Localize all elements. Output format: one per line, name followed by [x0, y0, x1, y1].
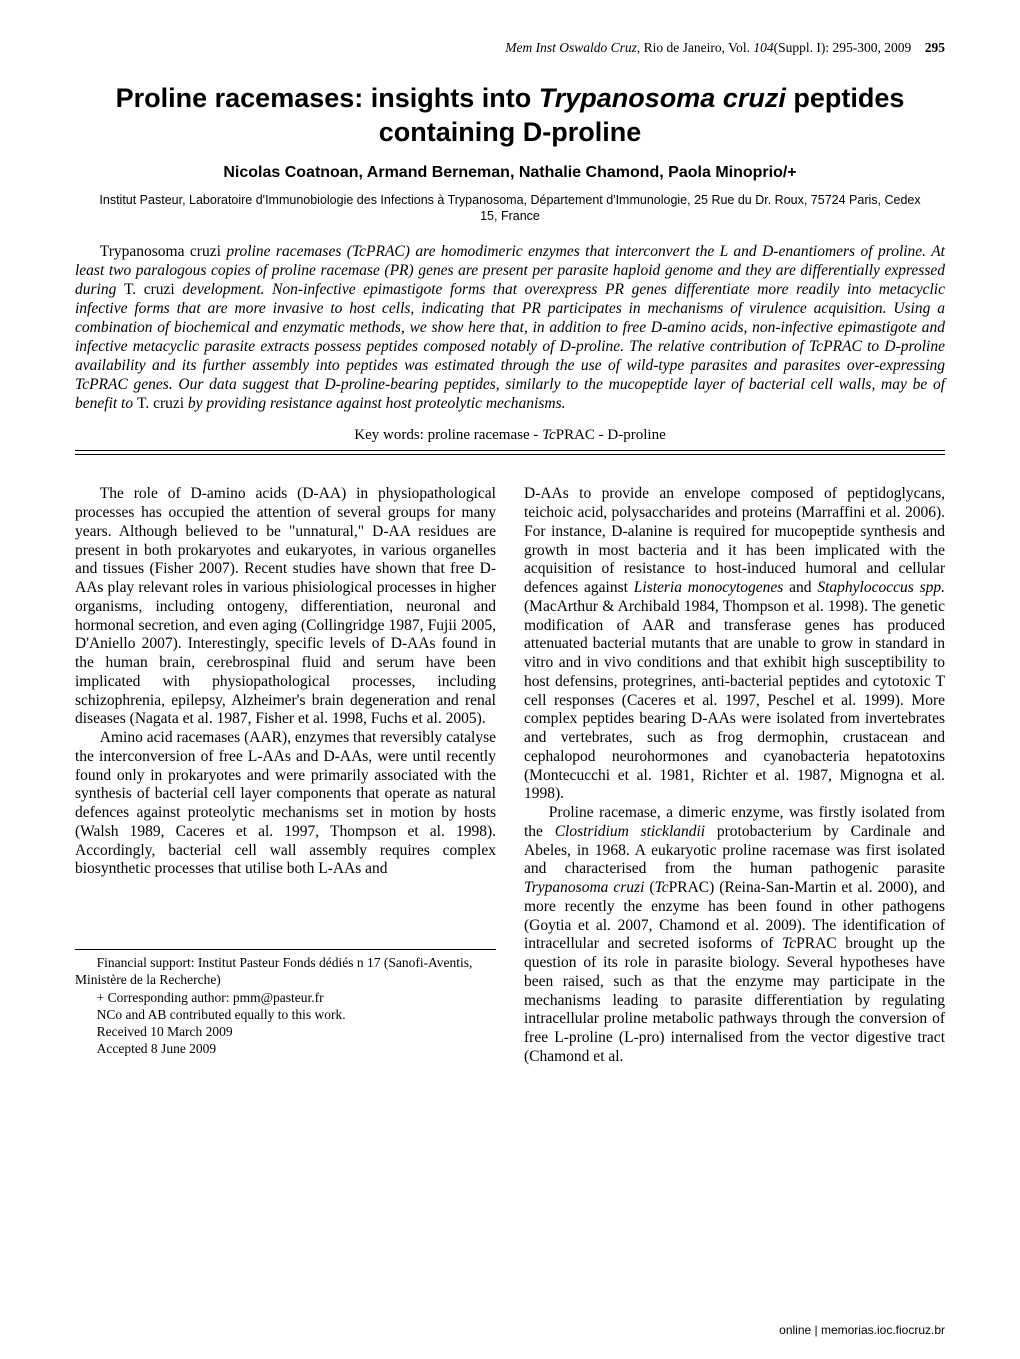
divider [75, 454, 945, 455]
p3c: and [783, 579, 817, 596]
footnote: Financial support: Institut Pasteur Fond… [75, 954, 496, 989]
body-paragraph: The role of D-amino acids (D-AA) in phys… [75, 485, 496, 729]
abstract-species1: Trypanosoma cruzi [100, 243, 227, 260]
p3e: (MacArthur & Archibald 1984, Thompson et… [524, 598, 945, 803]
divider [75, 450, 945, 451]
title-pre: Proline racemases: insights into [116, 83, 539, 113]
body-paragraph: Proline racemase, a dimeric enzyme, was … [524, 804, 945, 1067]
abstract-body3: by providing resistance against host pro… [188, 395, 566, 412]
journal-city: , Rio de Janeiro, Vol. [637, 40, 754, 55]
title-post: peptides [786, 83, 905, 113]
footnote-rule [75, 949, 496, 950]
footnote: Accepted 8 June 2009 [75, 1040, 496, 1057]
body-paragraph: D-AAs to provide an envelope composed of… [524, 485, 945, 804]
keywords-pre: Key words: proline racemase - [354, 427, 542, 443]
keywords-post: PRAC - D-proline [556, 427, 666, 443]
abstract-body2: development. Non-infective epimastigote … [75, 281, 945, 411]
p3b: Listeria monocytogenes [634, 579, 784, 596]
footer-link: online | memorias.ioc.fiocruz.br [779, 1323, 945, 1337]
abstract-species3: T. cruzi [137, 395, 188, 412]
keywords: Key words: proline racemase - TcPRAC - D… [75, 427, 945, 444]
authors: Nicolas Coatnoan, Armand Berneman, Natha… [75, 164, 945, 182]
p4e: ( [644, 879, 654, 896]
p4b: Clostridium sticklandii [555, 823, 705, 840]
p3d: Staphylococcus spp. [817, 579, 945, 596]
p4h: Tc [782, 935, 796, 952]
footnote: NCo and AB contributed equally to this w… [75, 1006, 496, 1023]
journal-title: Mem Inst Oswaldo Cruz [505, 40, 637, 55]
title-species: Trypanosoma cruzi [539, 83, 786, 113]
article-title: Proline racemases: insights into Trypano… [75, 82, 945, 150]
abstract: Trypanosoma cruzi proline racemases (TcP… [75, 243, 945, 413]
running-head: Mem Inst Oswaldo Cruz, Rio de Janeiro, V… [75, 40, 945, 56]
journal-issue: (Suppl. I): 295-300, 2009 [774, 40, 912, 55]
body-paragraph: Amino acid racemases (AAR), enzymes that… [75, 729, 496, 879]
footnote-block: Financial support: Institut Pasteur Fond… [75, 949, 496, 1058]
affiliation: Institut Pasteur, Laboratoire d'Immunobi… [90, 192, 930, 226]
footnote: Received 10 March 2009 [75, 1023, 496, 1040]
keywords-it: Tc [542, 427, 556, 443]
footnote: + Corresponding author: pmm@pasteur.fr [75, 989, 496, 1006]
title-line2: containing D-proline [379, 117, 642, 147]
p4f: Tc [655, 879, 669, 896]
body-columns: The role of D-amino acids (D-AA) in phys… [75, 485, 945, 1066]
p4d: Trypanosoma cruzi [524, 879, 644, 896]
page-number: 295 [925, 40, 945, 55]
p4i: PRAC brought up the question of its role… [524, 935, 945, 1065]
journal-vol: 104 [753, 40, 773, 55]
abstract-species2: T. cruzi [124, 281, 182, 298]
